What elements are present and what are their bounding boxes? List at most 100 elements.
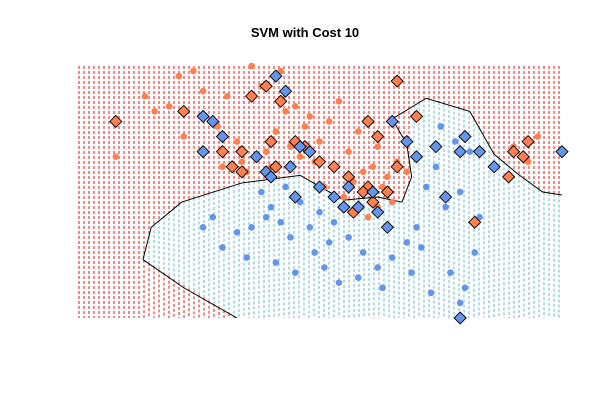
point-class-2 <box>199 223 207 231</box>
point-class-1 <box>112 153 120 161</box>
support-vector-class-1 <box>225 160 239 174</box>
support-vector-class-1 <box>312 155 327 169</box>
support-vector-class-1 <box>390 160 404 174</box>
point-class-2 <box>403 239 411 246</box>
point-class-2 <box>330 218 338 226</box>
support-vector-class-1 <box>366 195 380 209</box>
point-class-2 <box>456 188 464 196</box>
point-class-1 <box>238 158 246 166</box>
support-vector-class-2 <box>269 69 283 83</box>
boundary-line <box>142 97 562 260</box>
support-vector-class-1 <box>274 94 288 108</box>
point-class-1 <box>534 133 542 140</box>
point-class-1 <box>340 193 348 201</box>
support-vector-class-2 <box>385 114 399 129</box>
point-class-2 <box>388 254 396 261</box>
point-class-2 <box>262 213 270 221</box>
point-class-2 <box>325 239 333 246</box>
point-class-1 <box>180 133 187 140</box>
point-class-2 <box>374 264 382 271</box>
point-class-1 <box>301 123 309 130</box>
support-vector-class-2 <box>429 140 443 154</box>
support-vector-class-1 <box>409 109 424 124</box>
point-class-1 <box>403 168 411 176</box>
point-class-2 <box>248 223 255 231</box>
support-vector-class-1 <box>468 215 482 229</box>
point-class-1 <box>248 62 255 70</box>
point-class-2 <box>321 264 328 271</box>
point-class-2 <box>287 234 294 241</box>
support-vector-class-2 <box>303 145 317 159</box>
support-vector-class-1 <box>371 129 385 144</box>
support-vector-class-1 <box>521 134 535 149</box>
support-vector-class-2 <box>409 150 424 164</box>
support-vector-class-2 <box>288 190 302 204</box>
support-vector-class-2 <box>472 145 487 159</box>
support-vector-class-2 <box>293 140 307 154</box>
support-vector-class-1 <box>177 104 191 118</box>
point-class-2 <box>272 259 280 266</box>
point-class-2 <box>316 208 323 216</box>
point-class-1 <box>175 72 183 80</box>
point-class-2 <box>442 203 449 211</box>
point-class-1 <box>345 148 352 155</box>
point-class-1 <box>165 103 173 110</box>
point-class-1 <box>141 92 149 100</box>
point-class-2 <box>282 183 289 191</box>
point-class-1 <box>219 163 226 171</box>
point-class-2 <box>408 269 415 276</box>
support-vector-class-2 <box>438 190 453 204</box>
point-class-2 <box>355 274 362 281</box>
point-class-1 <box>384 173 391 181</box>
point-class-1 <box>369 163 377 171</box>
support-vector-class-1 <box>235 165 249 179</box>
support-vector-class-2 <box>312 180 327 194</box>
point-class-2 <box>311 249 318 256</box>
point-class-2 <box>437 123 445 130</box>
support-vector-class-2 <box>341 180 356 194</box>
point-class-2 <box>267 203 275 211</box>
point-class-1 <box>291 103 299 110</box>
support-vector-class-1 <box>235 145 249 159</box>
point-class-2 <box>456 299 464 307</box>
support-vector-class-2 <box>264 170 278 184</box>
support-vector-class-2 <box>215 129 230 144</box>
support-vector-class-2 <box>249 150 264 164</box>
support-vector-class-2 <box>400 134 414 149</box>
point-class-1 <box>355 128 362 135</box>
point-class-1 <box>190 67 197 75</box>
support-vector-class-1 <box>327 160 341 174</box>
point-class-1 <box>262 148 270 155</box>
point-class-2 <box>461 284 469 292</box>
support-vector-class-2 <box>206 114 220 129</box>
support-vector-class-1 <box>244 89 259 103</box>
point-class-2 <box>277 218 285 226</box>
point-class-2 <box>359 249 367 256</box>
point-class-2 <box>413 223 420 231</box>
support-vector-class-1 <box>269 160 283 174</box>
support-vector-class-1 <box>356 185 370 199</box>
point-class-1 <box>282 108 289 115</box>
support-vector-class-1 <box>380 185 395 199</box>
support-vector-class-2 <box>487 160 501 174</box>
point-class-1 <box>388 198 396 206</box>
support-vector-class-1 <box>506 145 521 159</box>
decision-boundary <box>142 97 562 318</box>
boundary-line-lower <box>142 259 238 318</box>
point-class-1 <box>306 113 314 120</box>
point-class-2 <box>209 213 217 221</box>
chart-title: SVM with Cost 10 <box>251 25 359 40</box>
point-class-1 <box>374 143 382 150</box>
support-vector-class-1 <box>259 79 273 93</box>
point-class-1 <box>316 138 323 145</box>
point-class-2 <box>335 279 343 287</box>
point-class-2 <box>379 284 386 292</box>
support-vector-class-2 <box>196 109 210 124</box>
support-vector-class-2 <box>555 145 569 159</box>
point-class-1 <box>224 92 231 100</box>
point-class-1 <box>272 128 280 135</box>
point-class-1 <box>233 138 241 145</box>
support-vector-class-2 <box>366 185 380 199</box>
support-vector-class-2 <box>371 205 385 219</box>
